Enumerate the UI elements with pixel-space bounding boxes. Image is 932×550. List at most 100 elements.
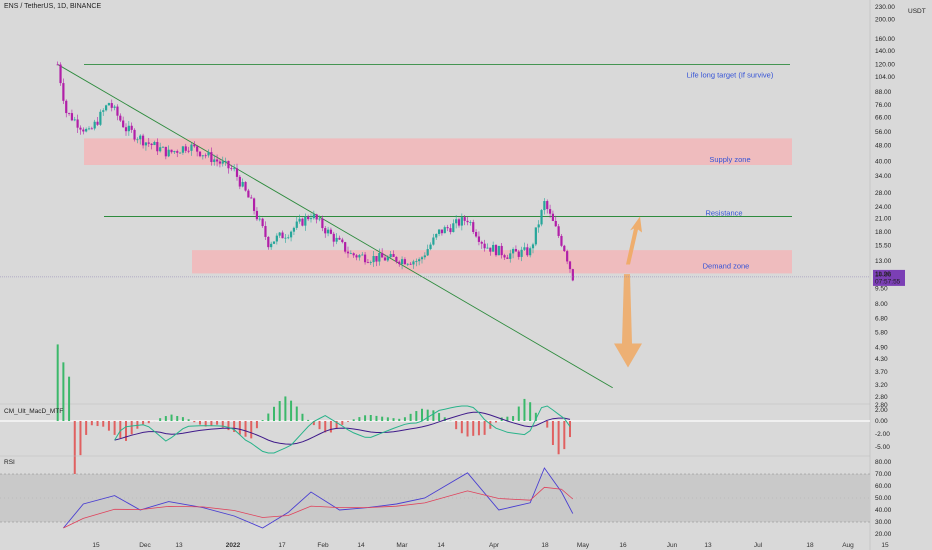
candle-body xyxy=(130,125,133,130)
macd-histogram-bar xyxy=(489,421,492,429)
macd-histogram-bar xyxy=(341,421,344,425)
macd-line xyxy=(114,405,571,454)
macd-histogram-bar xyxy=(358,417,361,421)
candle-body xyxy=(526,247,529,256)
candle-body xyxy=(56,64,59,66)
macd-histogram-bar xyxy=(255,421,258,429)
price-tick: 3.70 xyxy=(875,369,888,376)
macd-tick: 2.80 xyxy=(875,402,888,409)
candle-body xyxy=(452,223,455,233)
date-tick: 18 xyxy=(806,542,814,549)
candle-body xyxy=(520,249,523,257)
candle-body xyxy=(486,247,489,249)
candle-body xyxy=(349,253,352,255)
rsi-tick: 50.00 xyxy=(875,495,892,502)
macd-histogram-bar xyxy=(318,421,321,430)
macd-tick: -5.00 xyxy=(875,444,890,451)
candle-body xyxy=(460,217,463,226)
candles xyxy=(56,61,574,282)
candle-body xyxy=(304,216,307,226)
date-tick: Jun xyxy=(667,542,678,549)
price-tick: 4.30 xyxy=(875,356,888,363)
price-tick: 5.80 xyxy=(875,329,888,336)
candle-body xyxy=(136,139,139,141)
price-tick: 120.00 xyxy=(875,61,895,68)
macd-histogram-bar xyxy=(170,414,173,421)
macd-histogram-bar xyxy=(335,421,338,429)
candle-body xyxy=(62,83,65,101)
price-tick: 21.00 xyxy=(875,216,892,223)
date-tick: May xyxy=(577,542,590,549)
date-tick: 15 xyxy=(92,542,100,549)
date-tick: 17 xyxy=(278,542,286,549)
price-tick: 24.00 xyxy=(875,204,892,211)
price-tick: 34.00 xyxy=(875,173,892,180)
resistance-label: Resistance xyxy=(705,209,742,218)
candle-body xyxy=(543,201,546,211)
candle-body xyxy=(221,161,224,164)
candle-body xyxy=(144,142,148,146)
candle-body xyxy=(409,263,412,265)
candle-body xyxy=(235,168,239,177)
candle-body xyxy=(566,251,569,262)
candle-body xyxy=(255,210,259,220)
macd-histogram-bar xyxy=(312,421,315,426)
candle-body xyxy=(492,244,495,252)
candle-body xyxy=(298,218,301,222)
candle-body xyxy=(531,244,535,249)
macd-histogram-bar xyxy=(119,421,122,439)
macd-histogram-bar xyxy=(238,421,241,435)
candle-body xyxy=(463,217,466,221)
macd-histogram-bar xyxy=(250,421,253,439)
candle-body xyxy=(196,146,199,152)
macd-histogram-bar xyxy=(90,421,93,426)
candle-body xyxy=(554,220,557,227)
candle-body xyxy=(548,209,552,214)
candle-body xyxy=(378,253,381,262)
candle-body xyxy=(227,160,230,169)
price-tick: 8.00 xyxy=(875,301,888,308)
candle-body xyxy=(355,255,358,258)
candle-body xyxy=(184,146,187,151)
candle-body xyxy=(73,119,76,121)
candle-body xyxy=(534,227,537,245)
candle-body xyxy=(381,253,384,258)
rsi-label: RSI xyxy=(4,459,15,466)
candle-body xyxy=(517,251,520,257)
candle-body xyxy=(213,159,216,162)
macd-histogram-bar xyxy=(85,421,88,435)
macd-histogram-bar xyxy=(381,416,384,421)
candle-body xyxy=(568,261,572,270)
symbol-title: ENS / TetherUS, 1D, BINANCE xyxy=(4,3,102,10)
macd-histogram-bar xyxy=(68,376,71,421)
candle-body xyxy=(67,113,71,114)
price-tick: 88.00 xyxy=(875,89,892,96)
candle-body xyxy=(341,239,344,243)
candle-body xyxy=(389,254,392,258)
candle-body xyxy=(529,248,532,256)
candle-body xyxy=(437,229,441,234)
candle-body xyxy=(480,241,483,244)
candle-body xyxy=(423,255,426,258)
candle-body xyxy=(198,151,202,157)
price-tick: 28.00 xyxy=(875,190,892,197)
macd-histogram-bar xyxy=(523,398,526,421)
candle-body xyxy=(514,249,518,252)
candle-body xyxy=(70,113,74,121)
macd-tick: 2.00 xyxy=(875,407,888,414)
date-tick: Aug xyxy=(842,542,854,549)
candle-body xyxy=(489,247,492,252)
candle-body xyxy=(170,149,173,153)
macd-histogram-bar xyxy=(244,421,247,437)
candle-body xyxy=(432,237,435,245)
currency-label: USDT xyxy=(908,8,926,15)
macd-histogram-bar xyxy=(187,419,190,421)
macd-histogram-bar xyxy=(409,413,412,421)
candle-body xyxy=(204,155,207,157)
macd-histogram-bar xyxy=(517,406,520,421)
date-tick: 18 xyxy=(541,542,549,549)
rsi-tick: 30.00 xyxy=(875,519,892,526)
candle-body xyxy=(321,218,324,229)
candle-body xyxy=(466,220,469,223)
